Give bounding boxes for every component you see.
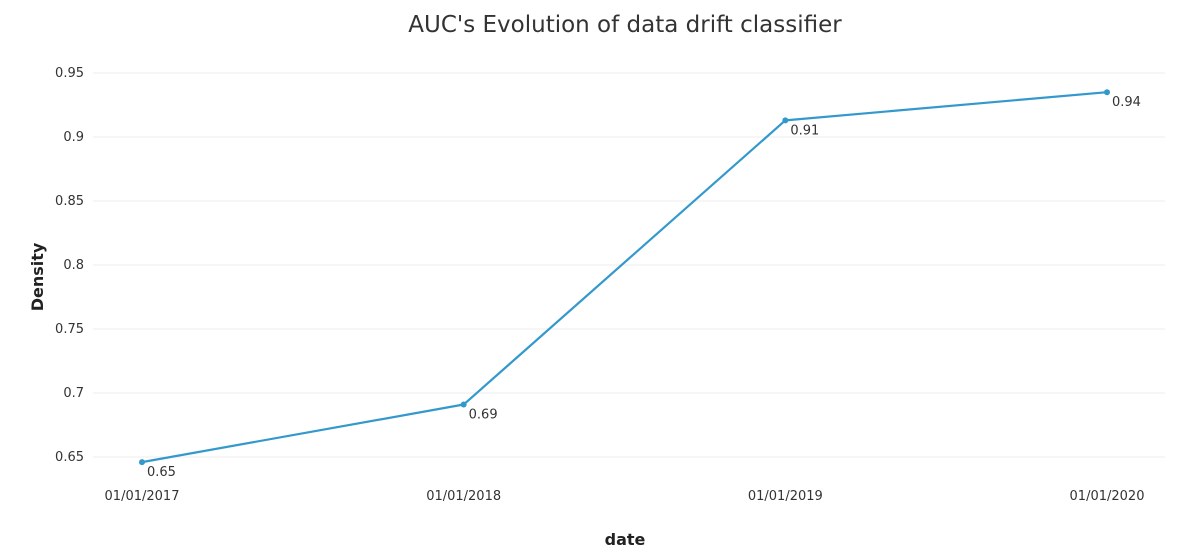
data-points	[139, 89, 1110, 466]
chart-title: AUC's Evolution of data drift classifier	[408, 12, 842, 38]
data-label: 0.94	[1112, 95, 1141, 110]
data-point[interactable]	[1104, 89, 1110, 96]
x-tick-label: 01/01/2020	[1070, 489, 1145, 504]
y-tick-label: 0.75	[55, 322, 84, 337]
data-label: 0.65	[147, 465, 176, 480]
y-tick-label: 0.85	[55, 194, 84, 209]
data-point[interactable]	[460, 401, 467, 408]
data-label: 0.91	[790, 123, 819, 138]
x-axis-title: date	[605, 530, 646, 549]
y-tick-label: 0.7	[63, 386, 84, 401]
x-axis-ticks: 01/01/2017 01/01/2018 01/01/2019 01/01/2020	[105, 489, 1145, 504]
x-tick-label: 01/01/2019	[748, 489, 823, 504]
data-point[interactable]	[139, 459, 145, 466]
y-tick-label: 0.9	[63, 130, 84, 145]
grid-lines	[93, 72, 1165, 458]
data-labels: 0.65 0.69 0.91 0.94	[147, 95, 1141, 480]
y-tick-label: 0.65	[55, 450, 84, 465]
y-tick-label: 0.8	[63, 258, 84, 273]
x-tick-label: 01/01/2017	[105, 489, 180, 504]
y-tick-label: 0.95	[55, 66, 84, 81]
data-label: 0.69	[469, 408, 498, 423]
series-line	[141, 91, 1108, 464]
y-axis-ticks: 0.65 0.7 0.75 0.8 0.85 0.9 0.95	[55, 66, 84, 465]
series-line-layer	[141, 91, 1108, 464]
data-point[interactable]	[782, 117, 789, 124]
x-tick-label: 01/01/2018	[426, 489, 501, 504]
y-axis-title: Density	[28, 242, 47, 311]
